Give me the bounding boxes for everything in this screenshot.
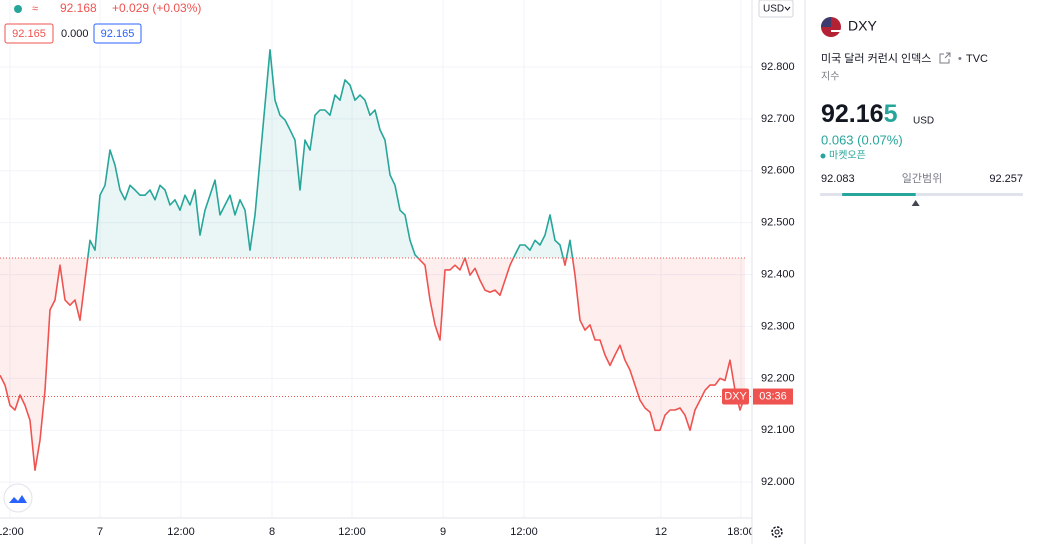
countdown-box	[753, 388, 793, 405]
box-value: 0.000	[61, 28, 89, 40]
range-track	[820, 193, 1023, 196]
x-tick-label: 12:00	[338, 526, 366, 538]
x-tick-label: 8	[269, 526, 275, 538]
logo-mark	[9, 495, 27, 503]
y-tick-label: 92.300	[761, 320, 795, 332]
box-value: 92.165	[12, 28, 46, 40]
wave-icon: ≈	[32, 3, 38, 15]
y-tick-label: 92.700	[761, 113, 795, 125]
countdown: 03:36	[759, 390, 787, 402]
settings-gear[interactable]	[771, 526, 783, 538]
currency-select[interactable]	[758, 0, 794, 18]
header-change: +0.029 (+0.03%)	[112, 1, 201, 15]
x-tick-label: 12:00	[510, 526, 538, 538]
status-dot	[14, 5, 22, 13]
range-low: 92.083	[821, 173, 855, 185]
x-tick-label: 12:00	[0, 526, 24, 538]
dot: •	[958, 53, 962, 65]
range-label: 일간범위	[902, 171, 942, 185]
x-tick-label: 12	[655, 526, 667, 538]
panel-kind: 지수	[821, 71, 839, 83]
box-blue	[93, 23, 142, 44]
logo[interactable]	[3, 483, 33, 513]
panel-change: 0.063 (0.07%)	[821, 132, 903, 147]
y-tick-label: 92.400	[761, 268, 795, 280]
area-fill	[0, 49, 745, 471]
chevron	[784, 6, 791, 11]
status-dot	[820, 153, 826, 159]
y-tick-label: 92.100	[761, 424, 795, 436]
last-name-box	[722, 388, 749, 405]
range-high: 92.257	[989, 173, 1023, 185]
y-tick-label: 92.600	[761, 165, 795, 177]
price-line	[0, 49, 746, 471]
x-tick-label: 9	[440, 526, 446, 538]
y-tick-label: 92.200	[761, 372, 795, 384]
panel-symbol: DXY	[848, 18, 877, 34]
flag-canton	[821, 17, 831, 27]
price-main: 92.16	[821, 100, 884, 128]
panel-currency: USD	[913, 116, 934, 127]
price-last-digit: 5	[884, 100, 898, 128]
panel-price: 92.165	[821, 100, 898, 128]
y-tick-label: 92.500	[761, 217, 795, 229]
y-tick-label: 92.000	[761, 476, 795, 488]
range-segment	[842, 193, 916, 196]
header-last: 92.168	[60, 1, 97, 15]
range-marker	[911, 200, 920, 206]
box-red	[4, 23, 54, 44]
panel-status: 마켓오픈	[829, 150, 866, 162]
panel-exchange: TVC	[966, 53, 988, 65]
x-tick-label: 7	[97, 526, 103, 538]
box-value: 92.165	[101, 28, 135, 40]
currency-label[interactable]: USD	[763, 4, 784, 15]
last-name: DXY	[724, 390, 747, 402]
external-link[interactable]	[939, 52, 951, 64]
x-tick-label: 18:00	[727, 526, 755, 538]
y-tick-label: 92.800	[761, 61, 795, 73]
x-tick-label: 12:00	[167, 526, 195, 538]
settings-gear-center	[774, 529, 780, 535]
panel-name: 미국 달러 커런시 인덱스	[821, 52, 931, 65]
